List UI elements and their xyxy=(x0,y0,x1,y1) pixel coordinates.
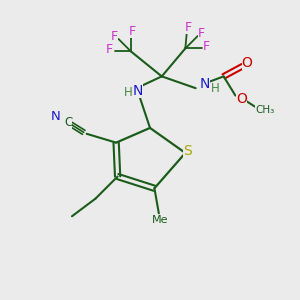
Text: O: O xyxy=(236,92,247,106)
Text: F: F xyxy=(106,44,113,56)
Text: H: H xyxy=(124,86,133,99)
Text: Me: Me xyxy=(152,215,169,225)
Text: O: O xyxy=(242,56,253,70)
Text: C: C xyxy=(64,116,72,129)
Text: CH₃: CH₃ xyxy=(255,105,274,115)
Text: F: F xyxy=(198,27,205,40)
Text: F: F xyxy=(185,21,192,34)
Text: N: N xyxy=(133,84,143,98)
Text: S: S xyxy=(183,145,192,158)
Text: F: F xyxy=(203,40,210,53)
Text: N: N xyxy=(51,110,61,123)
Text: F: F xyxy=(129,25,136,38)
Text: F: F xyxy=(111,30,118,43)
Text: H: H xyxy=(211,82,220,95)
Text: N: N xyxy=(200,77,210,91)
